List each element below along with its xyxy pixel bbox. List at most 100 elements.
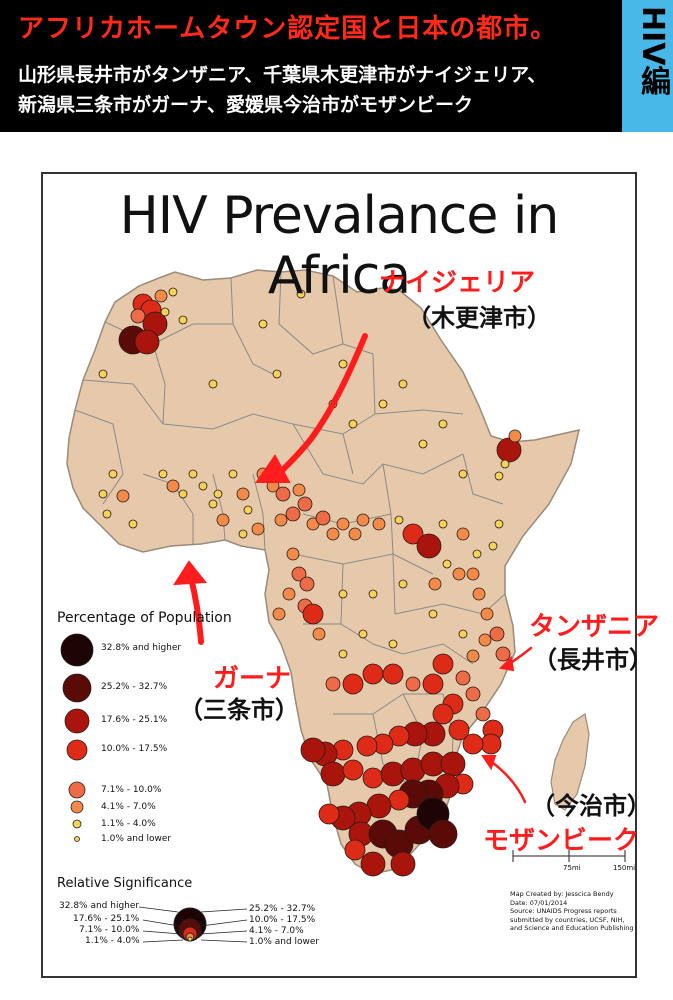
border-line [374,409,464,415]
prevalence-marker [442,559,452,569]
legend-symbol [72,819,82,829]
prevalence-marker [472,549,482,559]
prevalence-marker [378,399,388,409]
significance-left-3: 7.1% - 10.0% [79,925,140,935]
prevalence-marker [382,663,404,685]
map-credit: Map Created by: Jesscica Bendy Date: 07/… [510,890,635,933]
border-line [142,473,194,544]
prevalence-marker [466,649,480,663]
prevalence-marker [292,483,306,497]
prevalence-marker [134,329,160,355]
prevalence-marker [362,767,384,789]
prevalence-marker [336,517,350,531]
prevalence-marker [243,505,253,515]
prevalence-marker [348,527,362,541]
prevalence-marker [338,589,348,599]
significance-right-2: 10.0% - 17.5% [249,915,316,925]
prevalence-marker [456,527,470,541]
map-title: HIV Prevalance in Africa [119,186,560,306]
prevalence-marker [360,851,386,877]
prevalence-marker [394,515,404,525]
prevalence-marker [368,589,378,599]
prevalence-marker [338,359,348,369]
prevalence-marker [495,646,511,662]
prevalence-marker [398,579,408,589]
prevalence-marker [478,633,492,647]
prevalence-marker [432,703,454,725]
prevalence-marker [480,607,494,621]
africa-land [66,269,581,875]
madagascar-land [550,713,590,811]
prevalence-marker [422,673,444,695]
prevalence-marker [208,379,218,389]
prevalence-marker [465,686,481,702]
prevalence-markers [98,287,522,877]
prevalence-marker [462,733,484,755]
legend-label-2: 25.2% - 32.7% [101,682,168,692]
prevalence-marker [285,506,301,522]
prevalence-marker [297,496,313,512]
prevalence-marker [208,499,218,509]
prevalence-marker [488,541,498,551]
prevalence-marker [320,761,346,787]
legend-symbol [70,800,84,814]
legend-symbol [66,739,88,761]
prevalence-marker [116,489,130,503]
legend-label-5: 7.1% - 10.0% [101,785,162,795]
prevalence-marker [458,469,468,479]
prevalence-marker [258,319,268,329]
border-line [333,693,443,715]
prevalence-marker [428,819,458,849]
legend-label-4: 10.0% - 17.5% [101,744,168,754]
significance-leader [200,939,248,943]
prevalence-marker [326,527,340,541]
border-line [162,413,324,475]
prevalence-marker [466,567,480,581]
prevalence-marker [282,587,296,601]
prevalence-marker [168,287,178,297]
prevalence-marker [372,517,386,531]
significance-leader [142,930,182,935]
legend-symbol [74,836,80,842]
significance-title: Relative Significance [57,876,193,891]
prevalence-marker [489,626,505,642]
significance-left-4: 1.1% - 4.0% [85,936,140,946]
prevalence-marker [160,307,170,317]
prevalence-marker [296,289,306,299]
prevalence-marker [494,471,504,481]
prevalence-marker [342,673,364,695]
prevalence-marker [458,629,468,639]
prevalence-marker [238,529,248,539]
border-line [82,379,164,425]
significance-leader [142,939,184,943]
legend-label-8: 1.0% and lower [101,834,172,844]
callout-mozambique: モザンビーク [483,826,640,856]
prevalence-marker [178,315,188,325]
prevalence-marker [342,759,364,781]
prevalence-marker [154,289,168,303]
prevalence-marker [405,676,421,692]
border-line [252,473,266,551]
significance-right-3: 4.1% - 7.0% [249,926,304,936]
prevalence-marker [480,733,502,755]
header-subtitle-line2: 新潟県三条市がガーナ、愛媛県今治市がモザンビーク [18,94,474,116]
prevalence-marker [274,513,288,527]
callout-tanzania: タンザニア [529,612,660,642]
border-line [372,643,474,665]
border-line [230,277,274,375]
prevalence-marker [348,419,358,429]
callout-arrows [173,333,533,804]
legend-label-6: 4.1% - 7.0% [101,802,156,812]
prevalence-marker [291,566,307,582]
prevalence-marker [475,706,491,722]
callout-kisarazu: （木更津市） [407,304,551,332]
prevalence-marker [188,469,198,479]
significance-leader [142,919,180,927]
prevalence-marker [299,576,315,592]
prevalence-marker [452,567,466,581]
callout-imabari: （今治市） [531,792,651,820]
credit-author: Map Created by: Jesscica Bendy [510,890,614,898]
prevalence-marker [438,519,448,529]
prevalence-marker [448,719,470,741]
prevalence-marker [388,789,410,811]
